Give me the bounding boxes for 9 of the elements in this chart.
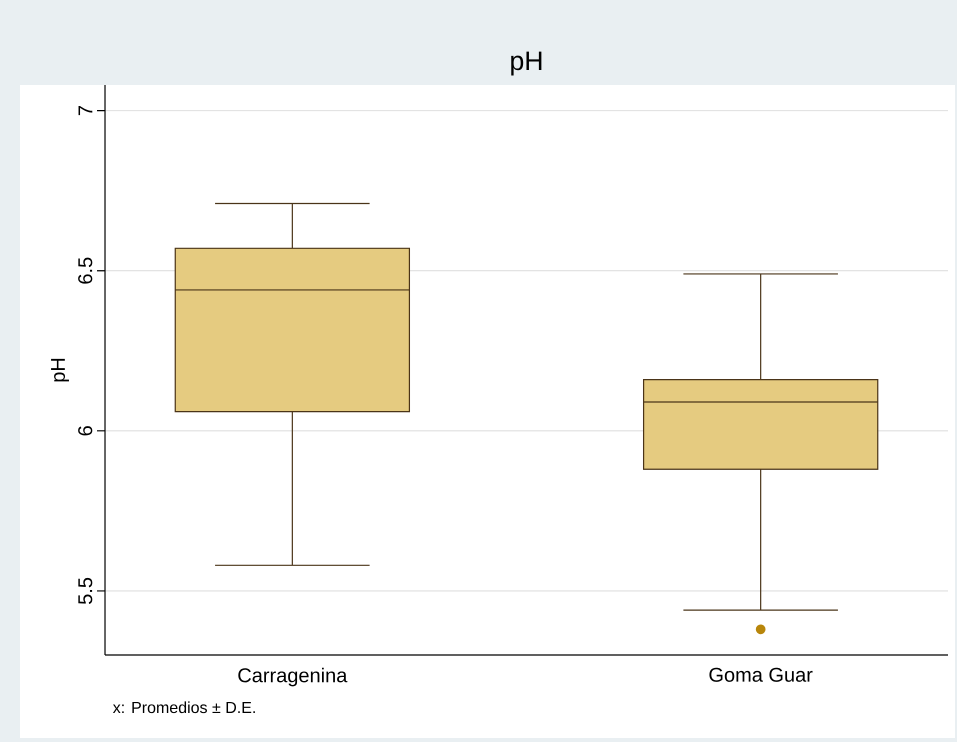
chart-title: pH (511, 52, 542, 76)
y-tick-label: 6.5 (78, 258, 92, 284)
x-tick-label: Goma Guar (709, 668, 813, 682)
y-axis-title: pH (51, 358, 69, 382)
text: x: Promedios ± D.E. (112, 701, 255, 714)
x-tick-label: Carragenina (238, 668, 348, 686)
y-tick-label: 5.5 (78, 578, 92, 604)
y-tick-label: 6 (78, 426, 92, 436)
y-tick-label: 7 (78, 106, 92, 116)
